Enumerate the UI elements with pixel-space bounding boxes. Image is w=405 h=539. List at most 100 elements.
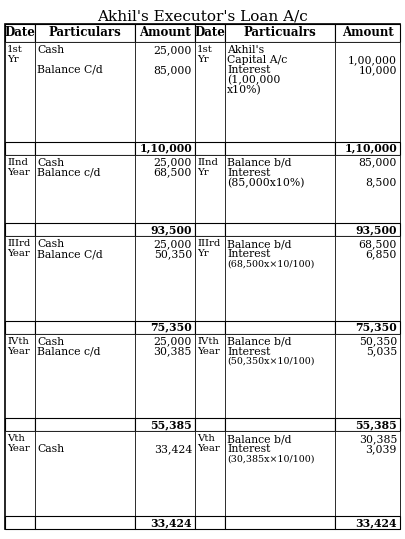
Text: 1,10,000: 1,10,000 — [344, 143, 397, 154]
Bar — [335, 24, 400, 42]
Text: 93,500: 93,500 — [356, 224, 397, 235]
Text: 50,350: 50,350 — [359, 337, 397, 347]
Bar — [35, 42, 135, 155]
Text: IVth: IVth — [7, 337, 29, 345]
Text: Balance c/d: Balance c/d — [37, 168, 100, 178]
Text: Year: Year — [7, 347, 30, 356]
Bar — [195, 223, 225, 236]
Bar — [5, 418, 35, 431]
Text: Balance b/d: Balance b/d — [227, 239, 292, 249]
Bar — [135, 431, 195, 529]
Bar — [195, 42, 225, 155]
Text: 33,424: 33,424 — [356, 517, 397, 528]
Bar — [335, 431, 400, 529]
Bar — [135, 24, 195, 42]
Text: 3,039: 3,039 — [366, 444, 397, 454]
Bar — [35, 431, 135, 529]
Bar — [335, 142, 400, 155]
Bar — [195, 516, 225, 529]
Bar — [35, 223, 135, 236]
Bar — [5, 223, 35, 236]
Text: Balance b/d: Balance b/d — [227, 337, 292, 347]
Bar — [5, 236, 35, 334]
Bar — [195, 334, 225, 431]
Text: 33,424: 33,424 — [151, 517, 192, 528]
Text: 5,035: 5,035 — [366, 347, 397, 357]
Text: 55,385: 55,385 — [150, 419, 192, 430]
Text: Balance c/d: Balance c/d — [37, 347, 100, 357]
Bar — [225, 516, 335, 529]
Text: 33,424: 33,424 — [154, 444, 192, 454]
Bar — [35, 418, 135, 431]
Bar — [225, 236, 335, 334]
Text: Interest: Interest — [227, 444, 271, 454]
Text: (1,00,000: (1,00,000 — [227, 75, 280, 85]
Text: 1st: 1st — [197, 45, 213, 54]
Text: Balance b/d: Balance b/d — [227, 158, 292, 168]
Text: x10%): x10%) — [227, 85, 262, 95]
Bar — [35, 155, 135, 236]
Bar — [335, 516, 400, 529]
Bar — [135, 42, 195, 155]
Bar — [225, 155, 335, 236]
Text: Cash: Cash — [37, 158, 64, 168]
Text: Year: Year — [197, 444, 220, 453]
Bar — [35, 321, 135, 334]
Text: Year: Year — [7, 444, 30, 453]
Text: Vth: Vth — [197, 434, 215, 444]
Text: 1,10,000: 1,10,000 — [139, 143, 192, 154]
Bar — [5, 321, 35, 334]
Bar — [225, 142, 335, 155]
Text: Amount: Amount — [342, 26, 393, 39]
Text: 85,000: 85,000 — [358, 158, 397, 168]
Bar — [225, 418, 335, 431]
Bar — [225, 321, 335, 334]
Text: 30,385: 30,385 — [358, 434, 397, 444]
Text: 30,385: 30,385 — [153, 347, 192, 357]
Bar — [135, 321, 195, 334]
Text: (30,385x×10/100): (30,385x×10/100) — [227, 454, 315, 464]
Text: Date: Date — [194, 26, 226, 39]
Text: Cash: Cash — [37, 444, 64, 454]
Bar — [335, 155, 400, 236]
Bar — [135, 223, 195, 236]
Text: 25,000: 25,000 — [153, 45, 192, 55]
Bar — [335, 223, 400, 236]
Text: Year: Year — [7, 249, 30, 258]
Bar — [335, 42, 400, 155]
Text: Interest: Interest — [227, 347, 271, 357]
Text: 8,500: 8,500 — [366, 178, 397, 188]
Bar — [135, 418, 195, 431]
Bar — [135, 516, 195, 529]
Text: 55,385: 55,385 — [355, 419, 397, 430]
Text: 6,850: 6,850 — [366, 249, 397, 259]
Text: 25,000: 25,000 — [153, 158, 192, 168]
Text: 68,500: 68,500 — [153, 168, 192, 178]
Bar — [225, 223, 335, 236]
Text: Akhil's: Akhil's — [227, 45, 264, 55]
Bar — [5, 155, 35, 236]
Bar — [35, 236, 135, 334]
Bar — [5, 142, 35, 155]
Bar — [195, 431, 225, 529]
Bar — [195, 418, 225, 431]
Text: IInd: IInd — [7, 158, 28, 167]
Bar — [5, 24, 35, 42]
Bar — [35, 142, 135, 155]
Text: Interest: Interest — [227, 249, 271, 259]
Bar — [195, 142, 225, 155]
Text: 85,000: 85,000 — [153, 65, 192, 75]
Text: Balance C/d: Balance C/d — [37, 65, 103, 75]
Bar — [35, 516, 135, 529]
Text: Yr: Yr — [197, 249, 209, 258]
Bar — [195, 155, 225, 236]
Text: IIIrd: IIIrd — [197, 239, 220, 248]
Bar — [335, 334, 400, 431]
Bar — [225, 431, 335, 529]
Bar — [5, 516, 35, 529]
Bar — [335, 418, 400, 431]
Text: Cash: Cash — [37, 239, 64, 249]
Text: (68,500x×10/100): (68,500x×10/100) — [227, 259, 314, 268]
Text: Year: Year — [197, 347, 220, 356]
Bar — [335, 321, 400, 334]
